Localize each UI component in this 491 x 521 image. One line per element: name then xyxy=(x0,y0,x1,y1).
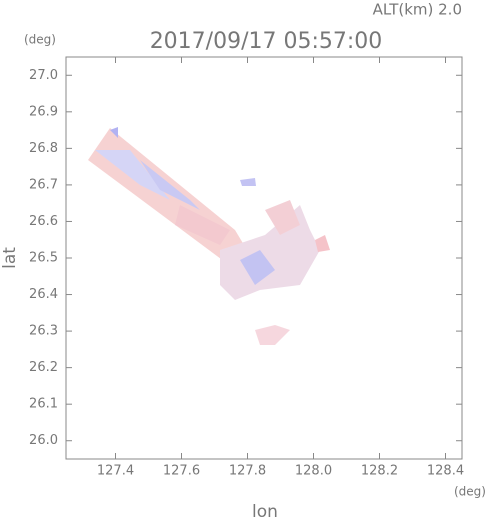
y-tick-label: 26.7 xyxy=(29,177,58,192)
y-tick-label: 26.9 xyxy=(29,104,58,119)
radar-echo xyxy=(88,127,330,345)
x-tick-label: 127.6 xyxy=(163,464,200,479)
x-tick-label: 127.8 xyxy=(229,464,266,479)
y-tick-label: 26.5 xyxy=(29,251,58,266)
y-tick-label: 26.8 xyxy=(29,141,58,156)
y-unit: (deg) xyxy=(24,33,56,47)
x-tick-label: 128.4 xyxy=(427,464,464,479)
y-tick-label: 27.0 xyxy=(29,68,58,83)
header: ALT(km) 2.0 xyxy=(373,1,462,19)
x-tick-label: 128.0 xyxy=(295,464,332,479)
y-tick-label: 26.2 xyxy=(29,360,58,375)
y-tick-label: 26.4 xyxy=(29,287,58,302)
y-tick-label: 26.6 xyxy=(29,214,58,229)
y-tick-label: 26.0 xyxy=(29,433,58,448)
x-unit: (deg) xyxy=(454,485,486,499)
x-tick-label: 127.4 xyxy=(97,464,134,479)
chart-title: 2017/09/17 05:57:00 xyxy=(150,29,383,54)
y-tick-label: 26.1 xyxy=(29,397,58,412)
x-tick-label: 128.2 xyxy=(361,464,398,479)
y-label: lat xyxy=(0,247,20,269)
y-tick-label: 26.3 xyxy=(29,324,58,339)
x-label: lon xyxy=(252,502,278,521)
